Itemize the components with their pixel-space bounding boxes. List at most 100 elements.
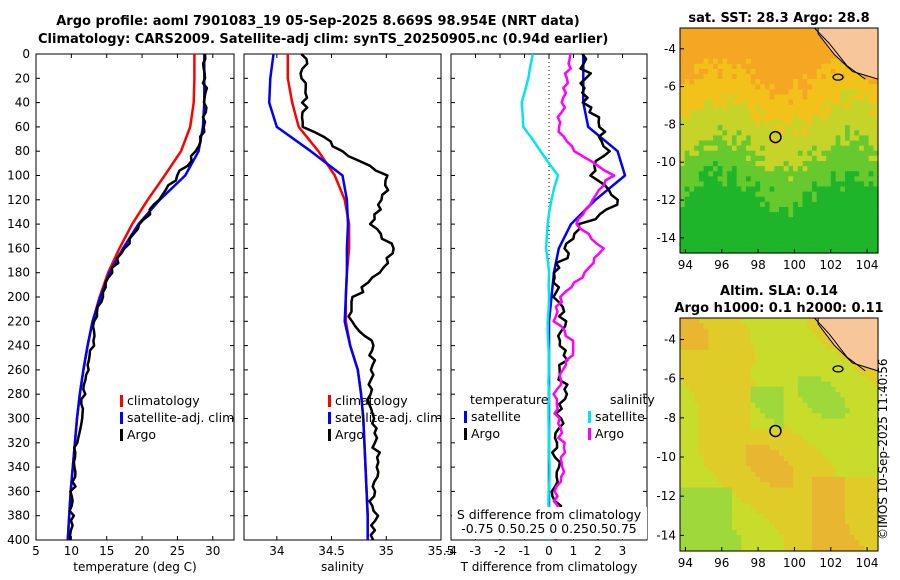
- tdiff-line-argo: [550, 53, 619, 541]
- depth-tick-label: 260: [7, 363, 30, 377]
- depth-tick-label: 120: [7, 193, 30, 207]
- sst-map-argo-float-marker: [769, 130, 782, 144]
- salinity-legend-2-swatch: [328, 429, 331, 441]
- diff-legend-salinity-title: salinity: [610, 392, 655, 407]
- imos-timestamp: ©IMOS 10-Sep-2025 11:40:56: [876, 358, 890, 540]
- temperature-xtick-label: 30: [205, 544, 220, 558]
- temperature-legend-2-label: Argo: [127, 427, 156, 442]
- difference-xtick-label: 1: [570, 544, 578, 558]
- depth-tick-label: 20: [15, 71, 30, 85]
- temperature-xtick-label: 15: [99, 544, 114, 558]
- sla-map-coastline: [814, 317, 866, 372]
- depth-tick-label: 80: [15, 144, 30, 158]
- sla-map-xtick-label: 100: [783, 556, 806, 570]
- temperature-legend-0-swatch: [120, 395, 123, 407]
- sla-map-frame: [679, 317, 879, 552]
- sla-map-xtick-label: 96: [714, 556, 729, 570]
- sdiff-line-satellite: [520, 53, 560, 541]
- temperature-legend-0-label: climatology: [127, 393, 200, 408]
- sdiff-line-argo: [552, 53, 616, 541]
- salinity-xtick-label: 35.5: [428, 544, 455, 558]
- salinity-line-satellite: [267, 53, 369, 540]
- depth-tick-label: 340: [7, 460, 30, 474]
- salinity-xtick-label: 34: [269, 544, 284, 558]
- sla-map-ytick-label: -12: [656, 489, 676, 503]
- sst-map-xtick-label: 102: [819, 258, 842, 272]
- sst-map-xtick-label: 100: [783, 258, 806, 272]
- depth-tick-label: 200: [7, 290, 30, 304]
- sla-map-ytick-label: -10: [656, 450, 676, 464]
- figure-title-line2: Climatology: CARS2009. Satellite-adj cli…: [38, 32, 609, 47]
- temperature-xtick-label: 20: [134, 544, 149, 558]
- depth-tick-label: 300: [7, 412, 30, 426]
- depth-tick-label: 160: [7, 241, 30, 255]
- temperature-legend-1-label: satellite-adj. clim: [127, 410, 234, 425]
- difference-xtick-label: 2: [594, 544, 602, 558]
- sst-map-field: [680, 28, 879, 254]
- difference-xtick-label: -1: [519, 544, 531, 558]
- sdiff-axis-label: S difference from climatology: [457, 507, 642, 522]
- sla-map-island-enggano: [832, 365, 844, 373]
- depth-tick-label: 360: [7, 484, 30, 498]
- sla-map-ytick-label: -4: [664, 333, 676, 347]
- sst-map-frame: [679, 27, 879, 254]
- sst-map-island-enggano: [832, 73, 844, 81]
- sla-map-argo-float-marker: [769, 424, 782, 438]
- difference-xtick-label: -3: [470, 544, 482, 558]
- sst-map-ytick-label: -8: [664, 117, 676, 131]
- diff-legend-t-satellite-swatch: [464, 411, 467, 423]
- temperature-legend-1-swatch: [120, 412, 123, 424]
- depth-tick-label: 240: [7, 339, 30, 353]
- sla-map-ytick-label: -8: [664, 411, 676, 425]
- salinity-legend-1-label: satellite-adj. clim: [335, 410, 442, 425]
- diff-legend-t-argo-label: Argo: [471, 426, 500, 441]
- diff-legend-s-argo-swatch: [588, 428, 591, 440]
- sst-map-title: sat. SST: 28.3 Argo: 28.8: [688, 11, 869, 26]
- temperature-xlabel: temperature (deg C): [73, 560, 196, 574]
- difference-xlabel: T difference from climatology: [460, 560, 638, 574]
- sst-map-xtick-label: 98: [750, 258, 765, 272]
- depth-tick-label: 140: [7, 217, 30, 231]
- sla-map-ytick-label: -6: [664, 372, 676, 386]
- depth-tick-label: 0: [22, 47, 30, 61]
- salinity-legend-0-swatch: [328, 395, 331, 407]
- salinity-xtick-label: 35: [379, 544, 394, 558]
- salinity-legend-1-swatch: [328, 412, 331, 424]
- diff-legend-temperature-title: temperature: [470, 392, 549, 407]
- depth-tick-label: 320: [7, 436, 30, 450]
- sla-map-subtitle: Argo h1000: 0.1 h2000: 0.11: [674, 301, 883, 316]
- sst-map-xtick-label: 104: [856, 258, 879, 272]
- salinity-legend-2-label: Argo: [335, 427, 364, 442]
- diff-legend-t-argo-swatch: [464, 428, 467, 440]
- sst-map-ytick-label: -6: [664, 80, 676, 94]
- sst-map-xtick-label: 96: [714, 258, 729, 272]
- difference-xtick-label: -2: [494, 544, 506, 558]
- depth-tick-label: 280: [7, 387, 30, 401]
- figure-title-line1: Argo profile: aoml 7901083_19 05-Sep-202…: [56, 14, 580, 29]
- sla-map-field: [680, 318, 879, 552]
- depth-tick-label: 60: [15, 120, 30, 134]
- sla-map-xtick-label: 94: [678, 556, 693, 570]
- sla-map-ytick-label: -14: [656, 528, 676, 542]
- sla-map-xtick-label: 104: [856, 556, 879, 570]
- diff-legend-t-satellite-label: satellite: [471, 409, 521, 424]
- difference-xtick-label: 3: [619, 544, 627, 558]
- temperature-xtick-label: 10: [64, 544, 79, 558]
- sst-map-ytick-label: -10: [656, 155, 676, 169]
- sdiff-axis-backdrop: [452, 507, 647, 539]
- temperature-legend-2-swatch: [120, 429, 123, 441]
- diff-legend-s-argo-label: Argo: [595, 426, 624, 441]
- sst-map-ytick-label: -12: [656, 193, 676, 207]
- sst-map-ytick-label: -14: [656, 231, 676, 245]
- sla-map-xtick-label: 98: [750, 556, 765, 570]
- salinity-line-argo: [299, 53, 395, 541]
- diff-legend-s-satellite-label: satellite: [595, 409, 645, 424]
- depth-tick-label: 180: [7, 266, 30, 280]
- depth-tick-label: 400: [7, 533, 30, 547]
- difference-xtick-label: -4: [445, 544, 457, 558]
- salinity-xlabel: salinity: [321, 560, 364, 574]
- temperature-xtick-label: 25: [170, 544, 185, 558]
- sst-map-coastline: [814, 27, 866, 80]
- depth-tick-label: 380: [7, 509, 30, 523]
